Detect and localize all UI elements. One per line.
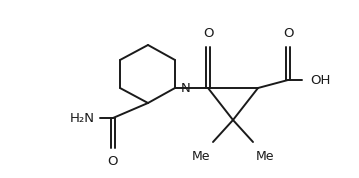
Text: OH: OH [310, 75, 330, 88]
Text: O: O [108, 155, 118, 168]
Text: O: O [203, 27, 213, 40]
Text: Me: Me [191, 150, 210, 163]
Text: Me: Me [256, 150, 275, 163]
Text: O: O [283, 27, 293, 40]
Text: H₂N: H₂N [70, 111, 95, 124]
Text: N: N [181, 82, 191, 95]
